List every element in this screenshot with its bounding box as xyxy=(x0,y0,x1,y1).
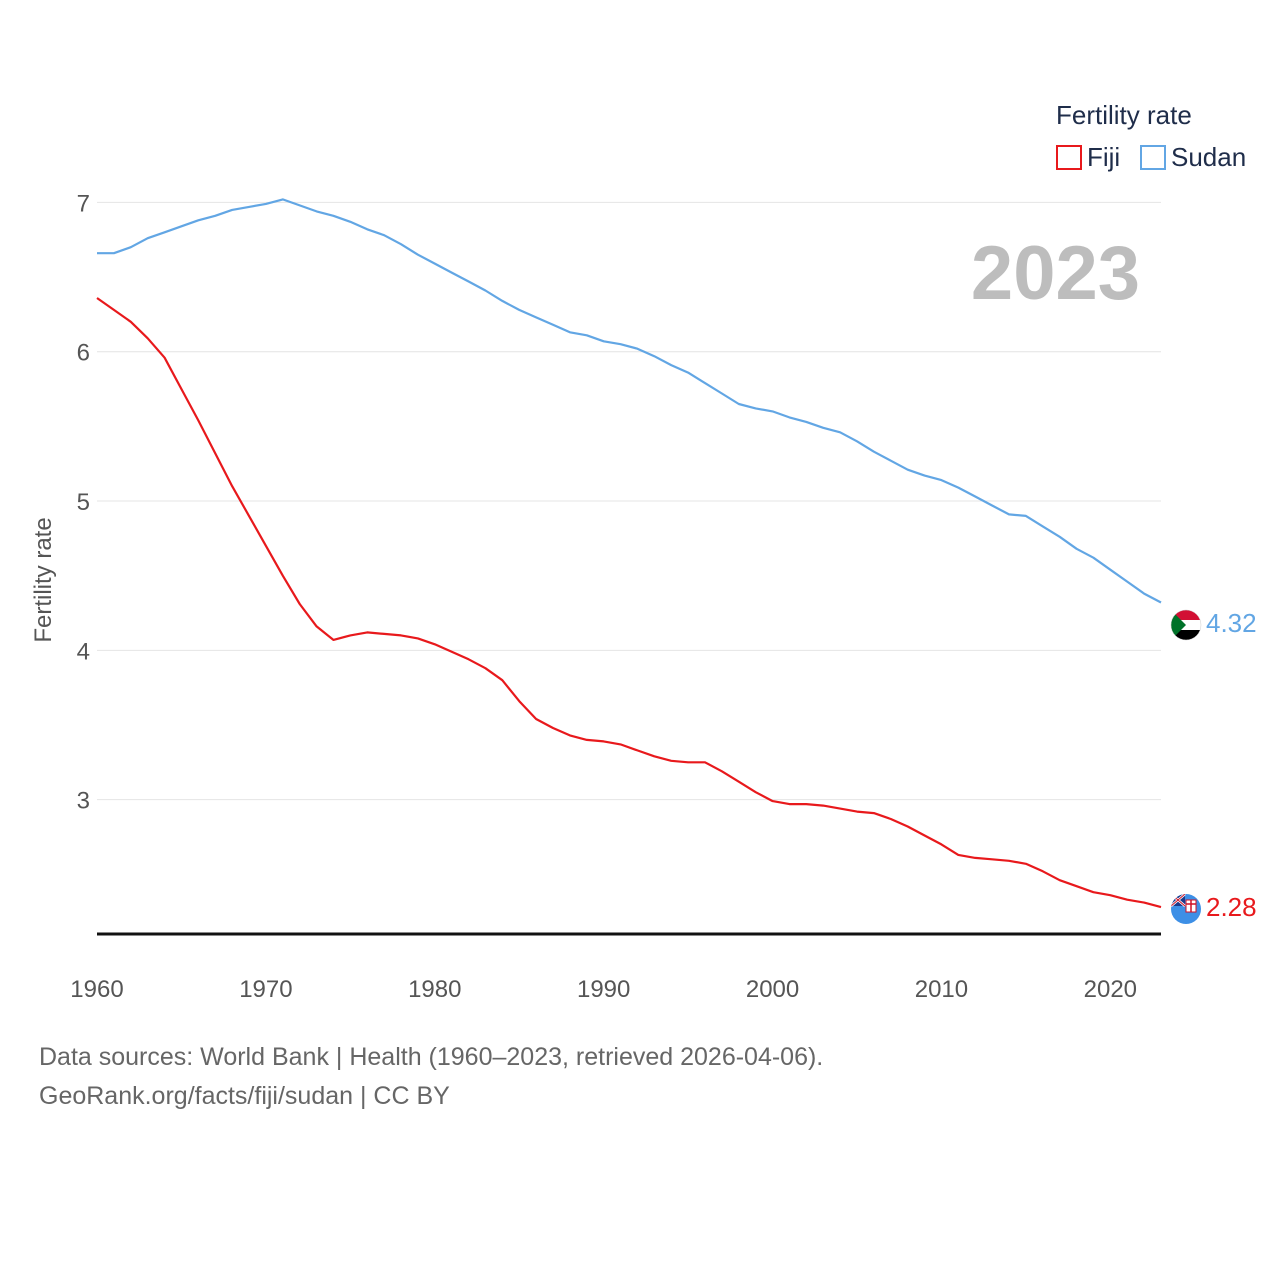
legend-label-sudan[interactable]: Sudan xyxy=(1171,142,1246,172)
sudan-flag-icon xyxy=(1170,609,1202,641)
y-tick-label: 7 xyxy=(77,190,90,217)
y-tick-label: 5 xyxy=(77,489,90,516)
x-tick-label: 2010 xyxy=(915,976,968,1003)
x-tick-label: 1980 xyxy=(408,976,461,1003)
x-tick-label: 2020 xyxy=(1084,976,1137,1003)
footer-credit: GeoRank.org/facts/fiji/sudan | CC BY xyxy=(39,1082,450,1110)
x-tick-label: 1970 xyxy=(239,976,292,1003)
y-tick-label: 3 xyxy=(77,788,90,815)
series-line-sudan xyxy=(97,198,1162,604)
legend-swatch-fiji[interactable] xyxy=(1056,145,1082,170)
y-tick-label: 4 xyxy=(77,638,90,665)
legend: Fertility rate Fiji Sudan xyxy=(1056,100,1246,172)
legend-title: Fertility rate xyxy=(1056,100,1192,130)
y-tick-label: 6 xyxy=(77,340,90,367)
legend-swatch-sudan[interactable] xyxy=(1140,145,1166,170)
y-axis-ticks: 3 4 5 6 7 xyxy=(77,190,90,814)
end-label-fiji: 2.28 xyxy=(1206,892,1257,922)
legend-label-fiji[interactable]: Fiji xyxy=(1087,142,1120,172)
year-overlay: 2023 xyxy=(971,231,1140,316)
x-axis-ticks: 1960 1970 1980 1990 2000 2010 2020 xyxy=(70,976,1137,1003)
footer-source: Data sources: World Bank | Health (1960–… xyxy=(39,1043,824,1071)
end-label-sudan: 4.32 xyxy=(1206,608,1257,638)
x-tick-label: 2000 xyxy=(746,976,799,1003)
x-tick-label: 1960 xyxy=(70,976,123,1003)
fiji-flag-icon xyxy=(1171,894,1201,924)
series-lines xyxy=(96,198,1162,909)
y-axis-title: Fertility rate xyxy=(30,517,57,642)
series-line-fiji xyxy=(96,297,1162,909)
x-tick-label: 1990 xyxy=(577,976,630,1003)
